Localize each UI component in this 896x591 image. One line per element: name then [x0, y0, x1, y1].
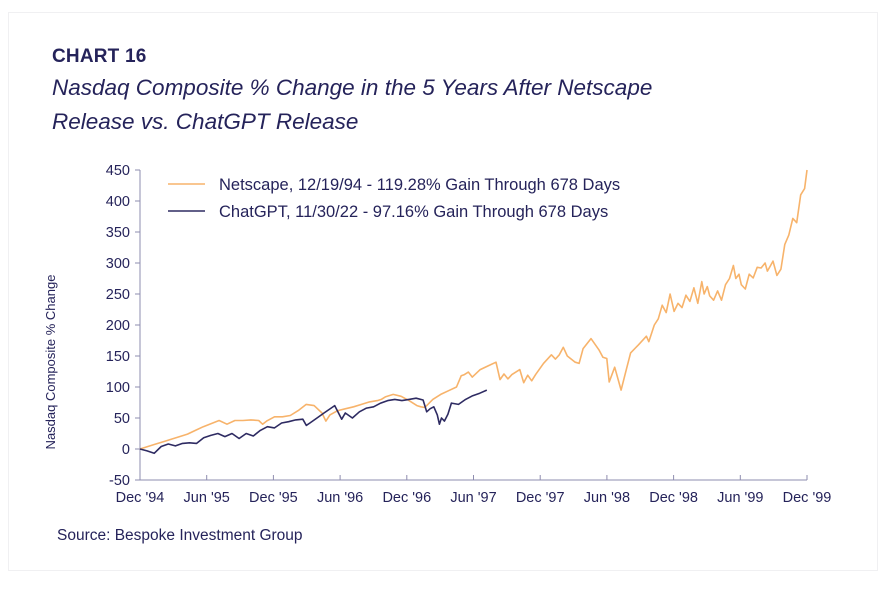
- chart-title: Nasdaq Composite % Change in the 5 Years…: [52, 75, 653, 134]
- legend: Netscape, 12/19/94 - 119.28% Gain Throug…: [168, 176, 620, 221]
- x-tick-label: Jun '97: [450, 490, 496, 506]
- y-tick-label: 350: [106, 225, 130, 241]
- legend-label-netscape: Netscape, 12/19/94 - 119.28% Gain Throug…: [219, 176, 620, 194]
- series-layer: [139, 169, 808, 455]
- y-tick-label: 300: [106, 256, 130, 272]
- x-tick-label: Dec '96: [382, 490, 431, 506]
- legend-label-chatgpt: ChatGPT, 11/30/22 - 97.16% Gain Through …: [219, 203, 608, 221]
- y-tick-label: 0: [122, 442, 130, 458]
- x-tick-label: Jun '96: [317, 490, 363, 506]
- x-tick-label: Dec '97: [516, 490, 565, 506]
- y-tick-label: -50: [109, 473, 130, 489]
- source-note: Source: Bespoke Investment Group: [57, 527, 303, 544]
- x-tick-label: Dec '99: [783, 490, 832, 506]
- x-tick-label: Dec '98: [649, 490, 698, 506]
- y-tick-label: 150: [106, 349, 130, 365]
- y-tick-label: 50: [114, 411, 130, 427]
- chart-number-label: CHART 16: [52, 46, 147, 67]
- series-line-chatgpt: [139, 389, 488, 455]
- x-tick-label: Dec '95: [249, 490, 298, 506]
- y-tick-label: 400: [106, 194, 130, 210]
- y-axis: 450 400 350 300 250 200 150 100 50 0 -50: [106, 163, 141, 489]
- x-tick-label: Dec '94: [116, 490, 165, 506]
- y-tick-label: 100: [106, 380, 130, 396]
- x-tick-label: Jun '99: [717, 490, 763, 506]
- x-axis: Dec '94 Jun '95 Dec '95 Jun '96 Dec '96 Jun '…: [116, 475, 832, 506]
- y-tick-label: 250: [106, 287, 130, 303]
- series-line-netscape: [139, 169, 808, 450]
- x-tick-label: Jun '95: [184, 490, 230, 506]
- x-tick-label: Jun '98: [584, 490, 630, 506]
- y-axis-title: Nasdaq Composite % Change: [43, 275, 58, 450]
- y-tick-label: 200: [106, 318, 130, 334]
- chart-card: [8, 12, 878, 571]
- y-tick-label: 450: [106, 163, 130, 179]
